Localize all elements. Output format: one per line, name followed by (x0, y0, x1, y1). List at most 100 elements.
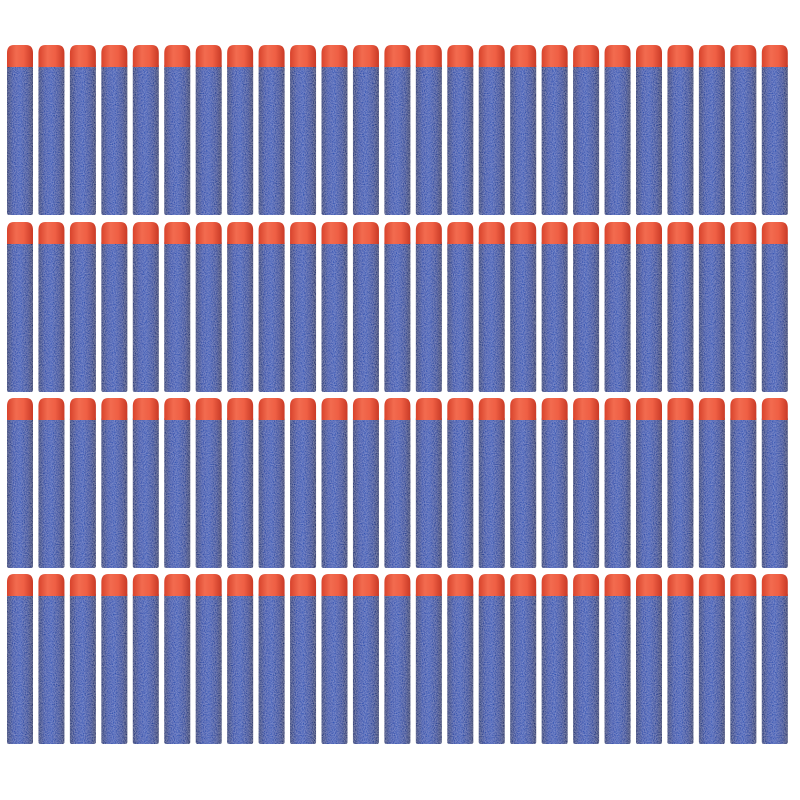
dart (636, 398, 662, 568)
dart-tip (415, 398, 442, 420)
dart-body (7, 241, 33, 392)
dart-tip (541, 574, 568, 596)
dart-tip (604, 398, 631, 420)
dart-tip (447, 45, 474, 67)
dart-body (604, 593, 631, 744)
dart (384, 398, 411, 568)
dart (7, 222, 33, 392)
dart-tip (478, 45, 505, 67)
dart-tip (7, 398, 33, 420)
dart-tip (510, 574, 537, 596)
dart-tip (38, 45, 65, 67)
dart-body (415, 64, 442, 215)
dart-body (698, 64, 725, 215)
dart-tip (541, 45, 568, 67)
dart-body (541, 593, 568, 744)
dart-tip (667, 222, 694, 244)
dart (132, 222, 159, 392)
dart (352, 398, 379, 568)
dart-tip (38, 398, 65, 420)
dart-body (352, 417, 379, 568)
dart-tip (352, 398, 379, 420)
dart (69, 574, 96, 744)
dart (510, 398, 537, 568)
dart (38, 398, 65, 568)
dart-body (604, 241, 631, 392)
dart-tip (667, 398, 694, 420)
dart-body (69, 593, 96, 744)
dart-tip (195, 222, 222, 244)
dart-tip (101, 222, 128, 244)
dart (698, 574, 725, 744)
dart-body (541, 241, 568, 392)
dart (7, 398, 33, 568)
dart-body (384, 64, 411, 215)
dart (195, 45, 222, 215)
dart-tip (258, 222, 285, 244)
dart (164, 574, 191, 744)
dart-body (761, 241, 788, 392)
dart (69, 45, 96, 215)
dart-tip (636, 222, 662, 244)
dart-tip (227, 222, 254, 244)
dart-tip (69, 398, 96, 420)
dart (132, 45, 159, 215)
dart-body (227, 593, 254, 744)
dart-body (447, 64, 474, 215)
dart-body (132, 593, 159, 744)
dart (38, 574, 65, 744)
dart-body (132, 241, 159, 392)
dart (541, 398, 568, 568)
dart-body (164, 241, 191, 392)
dart-body (667, 593, 694, 744)
dart-body (321, 593, 348, 744)
dart-tip (227, 45, 254, 67)
dart (69, 222, 96, 392)
dart-tip (761, 45, 788, 67)
dart (761, 45, 788, 215)
dart (290, 45, 317, 215)
dart-body (510, 241, 537, 392)
dart-tip (164, 45, 191, 67)
dart (352, 574, 379, 744)
dart-tip (132, 222, 159, 244)
dart-body (69, 64, 96, 215)
dart-tip (698, 45, 725, 67)
dart (7, 45, 33, 215)
dart (7, 574, 33, 744)
dart-body (761, 593, 788, 744)
dart-body (164, 417, 191, 568)
dart (447, 398, 474, 568)
dart-tip (604, 574, 631, 596)
dart (321, 574, 348, 744)
dart (541, 222, 568, 392)
dart-tip (730, 222, 757, 244)
dart-body (7, 417, 33, 568)
dart-tip (761, 222, 788, 244)
dart-tip (69, 222, 96, 244)
dart (227, 398, 254, 568)
dart-body (38, 593, 65, 744)
dart-body (636, 417, 662, 568)
dart (290, 222, 317, 392)
dart-tip (164, 574, 191, 596)
dart-body (636, 241, 662, 392)
dart-body (510, 593, 537, 744)
dart (730, 45, 757, 215)
dart (541, 45, 568, 215)
dart-tip (132, 574, 159, 596)
dart-body (321, 64, 348, 215)
dart-body (290, 417, 317, 568)
dart-body (195, 417, 222, 568)
dart (761, 398, 788, 568)
dart (101, 45, 128, 215)
dart-body (227, 64, 254, 215)
dart-body (667, 417, 694, 568)
dart-tip (730, 398, 757, 420)
dart-body (132, 417, 159, 568)
dart-tip (321, 398, 348, 420)
dart-body (101, 64, 128, 215)
dart-tip (541, 398, 568, 420)
dart-tip (290, 222, 317, 244)
dart (227, 222, 254, 392)
